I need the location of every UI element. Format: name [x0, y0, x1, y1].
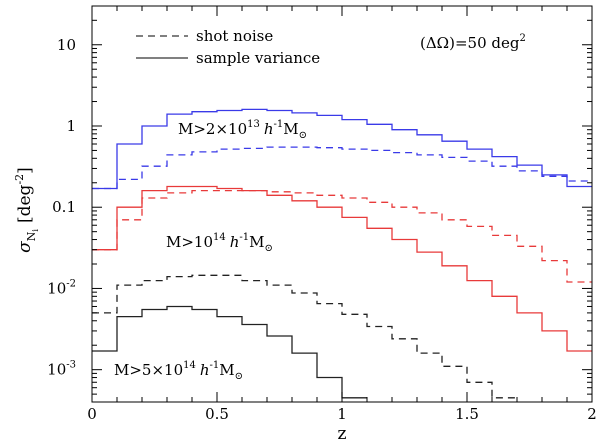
legend: shot noise sample variance [136, 27, 320, 67]
x-tick-label: 1.5 [455, 405, 479, 423]
survey-area-annotation: (ΔΩ)=50 deg2 [420, 33, 526, 52]
x-tick-label: 0.5 [205, 405, 229, 423]
mass-label-5e14-prefix: M>5×10 [114, 361, 183, 379]
ticks-layer [91, 5, 593, 403]
y-axis-sub: N [25, 231, 38, 241]
survey-area-text: (ΔΩ)=50 deg [420, 34, 520, 52]
series-1e14-sample-variance-line [92, 185, 592, 352]
plot-frame [91, 5, 593, 403]
x-axis-label: z [338, 424, 347, 444]
mass-label-5e14-sun: ⊙ [235, 371, 243, 382]
mass-label-2e13-prefix: M>2×10 [178, 120, 247, 138]
legend-sample-variance-label: sample variance [196, 49, 320, 67]
mass-label-5e14-msun: M [219, 361, 234, 379]
mass-label-1e14-msun: M [249, 233, 264, 251]
survey-area-exp: 2 [519, 33, 525, 44]
mass-label-1e14-hexp: -1 [239, 232, 249, 243]
y-tick-label: 10-2 [47, 278, 76, 297]
series-layer [92, 108, 592, 399]
mass-label-5e14-h: h [200, 361, 210, 379]
mass-label-2e13-sun: ⊙ [299, 130, 307, 141]
legend-shot-noise-label: shot noise [196, 27, 273, 45]
mass-label-5e14-exp: 14 [183, 360, 196, 371]
mass-label-2e13-hexp: -1 [274, 119, 284, 130]
tick-labels-layer: 0 0.5 1 1.5 2 10-3 10-2 0.1 1 10 [47, 36, 597, 423]
series-2e13-sample-variance-line [92, 108, 592, 190]
y-axis-label: σNi [deg-2] [13, 167, 40, 253]
y-tick-label: 10 [57, 36, 76, 54]
mass-label-5e14-hexp: -1 [210, 360, 220, 371]
y-tick-label: 10-3 [47, 360, 76, 379]
mass-label-1e14-sun: ⊙ [265, 243, 273, 254]
y-axis-unit: [deg [15, 184, 35, 223]
x-tick-label: 1 [337, 405, 347, 423]
mass-label-1e14-h: h [230, 233, 240, 251]
y-tick-label: 1 [66, 117, 76, 135]
mass-label-1e14: M>1014 h-1M⊙ [166, 232, 273, 254]
y-axis-subsub: i [31, 229, 40, 232]
y-axis-sigma: σ [15, 241, 35, 253]
mass-label-5e14: M>5×1014 h-1M⊙ [114, 360, 243, 382]
mass-label-2e13-h: h [264, 120, 274, 138]
mass-label-2e13: M>2×1013 h-1M⊙ [178, 119, 307, 141]
series-2e13-shot-noise-line [92, 146, 592, 190]
mass-label-1e14-exp: 14 [213, 232, 226, 243]
y-axis-unit-exp: -2 [13, 174, 26, 185]
series-5e14-shot-noise-line [92, 274, 517, 399]
series-1e14-shot-noise-line [92, 189, 592, 283]
mass-label-1e14-prefix: M>10 [166, 233, 213, 251]
x-tick-label: 0 [87, 405, 97, 423]
mass-label-2e13-msun: M [283, 120, 298, 138]
mass-label-2e13-exp: 13 [247, 119, 260, 130]
series-5e14-sample-variance-line [92, 305, 367, 399]
y-axis-close: ] [15, 167, 35, 174]
y-tick-label: 0.1 [52, 198, 76, 216]
x-tick-label: 2 [587, 405, 597, 423]
